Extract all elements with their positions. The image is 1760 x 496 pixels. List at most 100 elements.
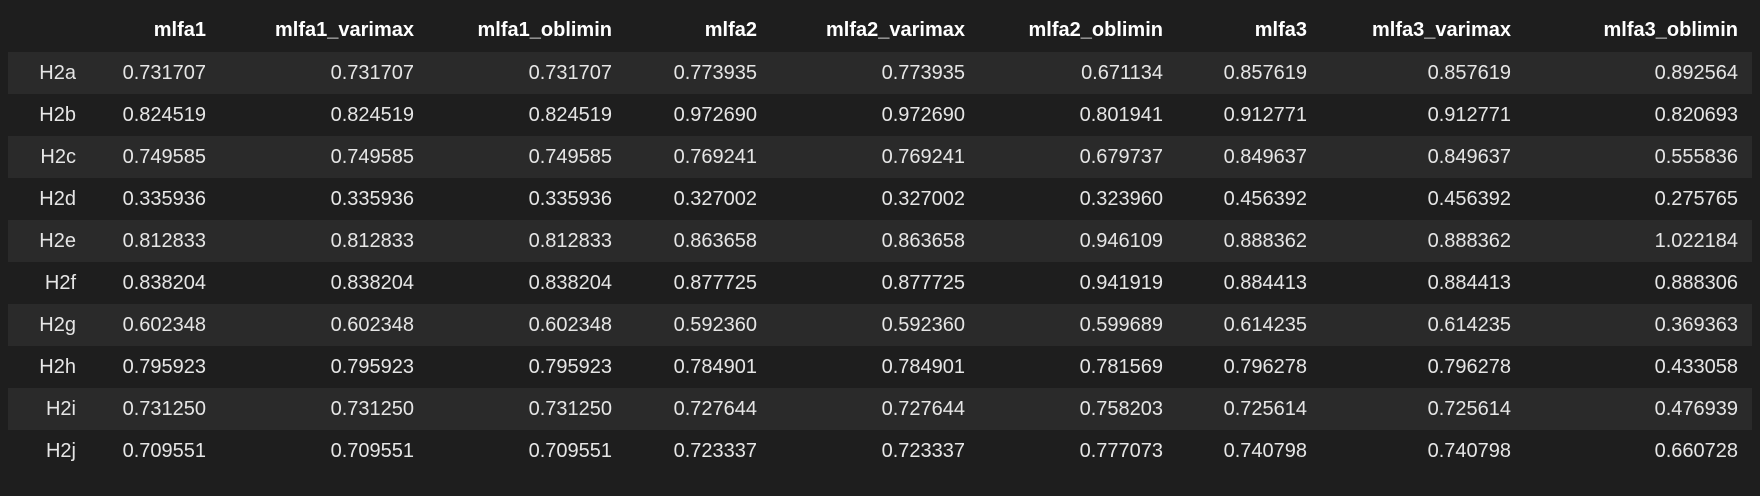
table-cell: 0.824519 bbox=[528, 103, 612, 126]
table-cell: 0.795923 bbox=[122, 355, 206, 378]
table-cell: 0.327002 bbox=[881, 187, 965, 210]
table-row: H2d 0.335936 0.335936 0.335936 0.327002 0.327… bbox=[8, 178, 1752, 220]
table-cell: 0.602348 bbox=[330, 313, 414, 336]
table-cell: 0.838204 bbox=[330, 271, 414, 294]
table-header: mlfa1 mlfa1_varimax mlfa1_oblimin mlfa2 mlfa… bbox=[8, 8, 1752, 52]
table-cell: 0.812833 bbox=[330, 229, 414, 252]
table-cell: 0.723337 bbox=[881, 439, 965, 462]
column-header: mlfa3 bbox=[1254, 18, 1307, 41]
table-cell: 0.941919 bbox=[1079, 271, 1163, 294]
table-cell: 0.812833 bbox=[528, 229, 612, 252]
row-index: H2e bbox=[39, 229, 76, 252]
table-cell: 0.335936 bbox=[528, 187, 612, 210]
table-cell: 0.592360 bbox=[673, 313, 757, 336]
table-cell: 0.725614 bbox=[1223, 397, 1307, 420]
table-row: H2c 0.749585 0.749585 0.749585 0.769241 0.769… bbox=[8, 136, 1752, 178]
row-index: H2b bbox=[39, 103, 76, 126]
row-index: H2c bbox=[40, 145, 76, 168]
row-index: H2f bbox=[44, 271, 76, 294]
table-cell: 0.912771 bbox=[1223, 103, 1307, 126]
column-header: mlfa1 bbox=[153, 18, 206, 41]
table-cell: 0.758203 bbox=[1079, 397, 1163, 420]
column-header: mlfa2_varimax bbox=[826, 18, 965, 41]
column-header: mlfa1_varimax bbox=[275, 18, 414, 41]
table-cell: 0.749585 bbox=[330, 145, 414, 168]
table-cell: 0.731707 bbox=[528, 61, 612, 84]
table-cell: 0.888362 bbox=[1427, 229, 1511, 252]
table-cell: 1.022184 bbox=[1654, 229, 1738, 252]
table-cell: 0.323960 bbox=[1079, 187, 1163, 210]
table-cell: 0.888306 bbox=[1654, 271, 1738, 294]
table-cell: 0.727644 bbox=[673, 397, 757, 420]
table-cell: 0.972690 bbox=[881, 103, 965, 126]
table-cell: 0.801941 bbox=[1079, 103, 1163, 126]
table-cell: 0.731250 bbox=[122, 397, 206, 420]
table-cell: 0.725614 bbox=[1427, 397, 1511, 420]
table-row: H2a 0.731707 0.731707 0.731707 0.773935 0.773… bbox=[8, 52, 1752, 94]
table-cell: 0.731250 bbox=[528, 397, 612, 420]
table-row: H2e 0.812833 0.812833 0.812833 0.863658 0.863… bbox=[8, 220, 1752, 262]
column-header: mlfa2_oblimin bbox=[1028, 18, 1163, 41]
table-row: H2f 0.838204 0.838204 0.838204 0.877725 0.877… bbox=[8, 262, 1752, 304]
table-cell: 0.796278 bbox=[1223, 355, 1307, 378]
table-cell: 0.723337 bbox=[673, 439, 757, 462]
table-cell: 0.773935 bbox=[673, 61, 757, 84]
table-cell: 0.863658 bbox=[881, 229, 965, 252]
table-cell: 0.781569 bbox=[1079, 355, 1163, 378]
table-cell: 0.892564 bbox=[1654, 61, 1738, 84]
row-index: H2g bbox=[39, 313, 76, 336]
table-cell: 0.849637 bbox=[1223, 145, 1307, 168]
header-row: mlfa1 mlfa1_varimax mlfa1_oblimin mlfa2 mlfa… bbox=[8, 8, 1752, 52]
column-header: mlfa1_oblimin bbox=[477, 18, 612, 41]
table-cell: 0.369363 bbox=[1654, 313, 1738, 336]
table-cell: 0.476939 bbox=[1654, 397, 1738, 420]
row-index: H2d bbox=[39, 187, 76, 210]
table-cell: 0.602348 bbox=[528, 313, 612, 336]
table-cell: 0.849637 bbox=[1427, 145, 1511, 168]
table-cell: 0.555836 bbox=[1654, 145, 1738, 168]
table-cell: 0.731250 bbox=[330, 397, 414, 420]
table-cell: 0.857619 bbox=[1427, 61, 1511, 84]
table-cell: 0.327002 bbox=[673, 187, 757, 210]
table-cell: 0.824519 bbox=[330, 103, 414, 126]
table-row: H2i 0.731250 0.731250 0.731250 0.727644 0.727… bbox=[8, 388, 1752, 430]
table-cell: 0.796278 bbox=[1427, 355, 1511, 378]
table-cell: 0.614235 bbox=[1427, 313, 1511, 336]
column-header: mlfa3_varimax bbox=[1372, 18, 1511, 41]
table-cell: 0.335936 bbox=[122, 187, 206, 210]
table-cell: 0.795923 bbox=[330, 355, 414, 378]
table-cell: 0.838204 bbox=[528, 271, 612, 294]
table-cell: 0.812833 bbox=[122, 229, 206, 252]
row-index: H2i bbox=[45, 397, 76, 420]
table-cell: 0.773935 bbox=[881, 61, 965, 84]
table-cell: 0.660728 bbox=[1654, 439, 1738, 462]
table-cell: 0.709551 bbox=[122, 439, 206, 462]
table-cell: 0.731707 bbox=[330, 61, 414, 84]
table-cell: 0.884413 bbox=[1223, 271, 1307, 294]
row-index: H2j bbox=[45, 439, 76, 462]
table-cell: 0.727644 bbox=[881, 397, 965, 420]
table-cell: 0.877725 bbox=[673, 271, 757, 294]
table-body: H2a 0.731707 0.731707 0.731707 0.773935 0.773… bbox=[8, 52, 1752, 472]
table-cell: 0.456392 bbox=[1427, 187, 1511, 210]
table-cell: 0.749585 bbox=[122, 145, 206, 168]
table-cell: 0.795923 bbox=[528, 355, 612, 378]
column-header: mlfa3_oblimin bbox=[1603, 18, 1738, 41]
table-cell: 0.731707 bbox=[122, 61, 206, 84]
table-cell: 0.784901 bbox=[881, 355, 965, 378]
table-cell: 0.602348 bbox=[122, 313, 206, 336]
table-cell: 0.884413 bbox=[1427, 271, 1511, 294]
dataframe-output: mlfa1 mlfa1_varimax mlfa1_oblimin mlfa2 mlfa… bbox=[8, 8, 1752, 472]
table-cell: 0.433058 bbox=[1654, 355, 1738, 378]
table-cell: 0.456392 bbox=[1223, 187, 1307, 210]
table-cell: 0.824519 bbox=[122, 103, 206, 126]
table-cell: 0.769241 bbox=[673, 145, 757, 168]
table-cell: 0.740798 bbox=[1427, 439, 1511, 462]
table-cell: 0.709551 bbox=[528, 439, 612, 462]
table-cell: 0.679737 bbox=[1079, 145, 1163, 168]
table-cell: 0.946109 bbox=[1079, 229, 1163, 252]
table-row: H2h 0.795923 0.795923 0.795923 0.784901 0.784… bbox=[8, 346, 1752, 388]
table-row: H2g 0.602348 0.602348 0.602348 0.592360 0.592… bbox=[8, 304, 1752, 346]
table-cell: 0.335936 bbox=[330, 187, 414, 210]
column-header: mlfa2 bbox=[704, 18, 757, 41]
